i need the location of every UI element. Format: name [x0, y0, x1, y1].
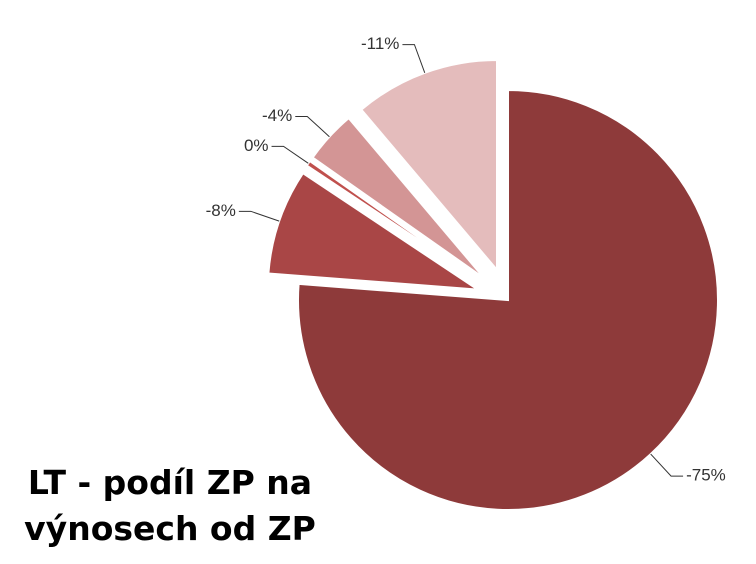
leader-line: [650, 453, 684, 477]
leader-line: [271, 145, 309, 164]
data-label: -8%: [206, 201, 236, 220]
data-label: -4%: [262, 106, 292, 125]
pie-slice: [305, 159, 483, 283]
pie-slice: [297, 88, 719, 511]
data-label: -11%: [361, 34, 399, 53]
leader-line: [295, 115, 330, 138]
data-label: 0%: [244, 136, 269, 155]
chart-title: LT - podíl ZP na výnosech od ZP: [24, 463, 316, 548]
leader-line: [402, 44, 426, 73]
pie-slice: [267, 171, 482, 291]
leader-line: [238, 210, 280, 222]
pie-slice: [311, 116, 486, 280]
data-label: -75%: [686, 466, 726, 485]
pie-slice: [359, 58, 498, 273]
